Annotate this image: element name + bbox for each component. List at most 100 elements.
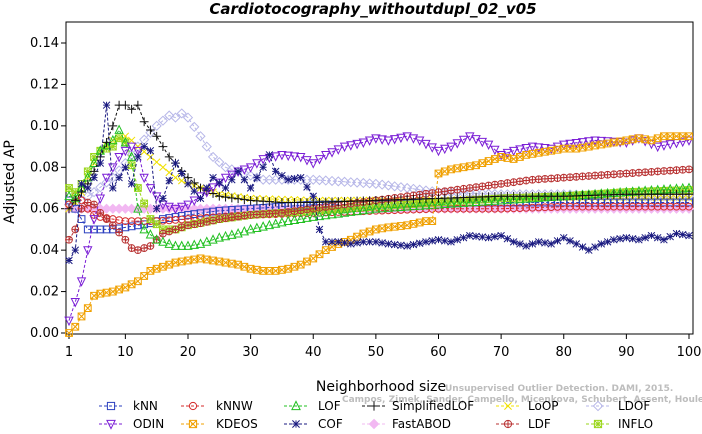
data-point (678, 202, 687, 211)
data-point (521, 193, 531, 203)
data-point (77, 180, 86, 188)
data-point (478, 182, 487, 191)
data-point (321, 150, 331, 161)
data-point (685, 198, 693, 207)
data-point (434, 169, 443, 178)
data-point (209, 173, 217, 182)
legend-label: kNNW (216, 399, 253, 413)
data-point (428, 217, 437, 226)
data-point (490, 204, 499, 213)
data-point (484, 233, 493, 242)
data-point (184, 256, 192, 265)
data-point (458, 135, 469, 146)
data-point (96, 159, 105, 167)
data-point (252, 222, 262, 232)
data-point (653, 202, 662, 211)
legend-label: kNN (133, 399, 158, 413)
legend-swatch-marker (188, 419, 198, 429)
data-point (603, 139, 612, 148)
data-point (215, 215, 224, 223)
data-point (584, 202, 593, 211)
data-point (440, 198, 450, 209)
data-point (157, 115, 169, 126)
data-point (240, 175, 249, 184)
data-point (477, 137, 488, 148)
data-point (566, 237, 574, 245)
data-point (390, 222, 399, 231)
data-point (628, 169, 637, 177)
data-point (277, 217, 287, 227)
y-axis-label: Adjusted AP (2, 140, 18, 224)
legend-item-odin: ODIN (99, 417, 164, 431)
data-point (265, 209, 274, 218)
data-point (389, 201, 400, 212)
data-point (289, 214, 300, 225)
data-point (647, 231, 656, 240)
data-point (220, 162, 231, 173)
data-point (95, 194, 106, 204)
data-point (121, 132, 130, 140)
data-point (326, 175, 338, 187)
data-point (509, 178, 518, 187)
x-tick-label: 70 (493, 345, 510, 360)
data-point (672, 202, 681, 211)
data-point (196, 209, 205, 218)
data-point (220, 230, 231, 241)
data-point (264, 219, 275, 230)
data-point (666, 202, 675, 211)
data-point (196, 194, 205, 203)
data-point (296, 213, 306, 223)
data-point (497, 231, 505, 240)
data-point (528, 203, 537, 212)
data-point (577, 138, 588, 148)
x-tick-label: 90 (618, 345, 635, 360)
data-point (251, 172, 262, 183)
data-point (133, 184, 142, 192)
data-point (453, 204, 462, 213)
data-point (553, 174, 562, 182)
data-point (95, 182, 106, 193)
data-point (146, 125, 155, 135)
data-point (127, 104, 137, 114)
data-point (278, 209, 286, 217)
y-tick-label: 0.12 (30, 77, 59, 92)
legend-item-fastabod: FastABOD (362, 417, 451, 431)
data-point (409, 220, 418, 228)
data-point (528, 240, 537, 248)
data-point (497, 204, 506, 213)
data-point (528, 175, 537, 184)
data-point (201, 141, 212, 152)
data-point (678, 198, 687, 207)
data-point (684, 136, 694, 146)
data-point (497, 180, 506, 188)
data-point (553, 202, 562, 211)
data-point (102, 288, 111, 297)
data-point (659, 141, 669, 151)
data-point (509, 155, 518, 163)
data-point (471, 196, 481, 206)
legend-item-simplifiedlof: SimplifiedLOF (362, 399, 474, 413)
data-point (114, 153, 124, 163)
data-point (566, 202, 574, 211)
data-point (227, 170, 237, 181)
data-point (371, 203, 381, 213)
data-point (145, 229, 156, 239)
data-point (196, 219, 205, 228)
data-point (120, 146, 131, 157)
legend-swatch-marker (188, 401, 198, 411)
data-point (603, 202, 612, 211)
legend-item-cof: COF (284, 417, 343, 431)
y-tick-label: 0.04 (30, 243, 59, 258)
data-point (146, 266, 155, 275)
data-point (378, 224, 387, 233)
legend-item-knnw: kNNW (181, 399, 253, 413)
data-point (427, 199, 437, 209)
data-point (65, 184, 73, 192)
data-point (115, 228, 124, 237)
data-point (364, 204, 375, 214)
data-point (84, 184, 92, 192)
data-point (403, 221, 412, 230)
data-point (322, 238, 330, 246)
data-point (527, 142, 538, 153)
data-point (384, 223, 393, 232)
